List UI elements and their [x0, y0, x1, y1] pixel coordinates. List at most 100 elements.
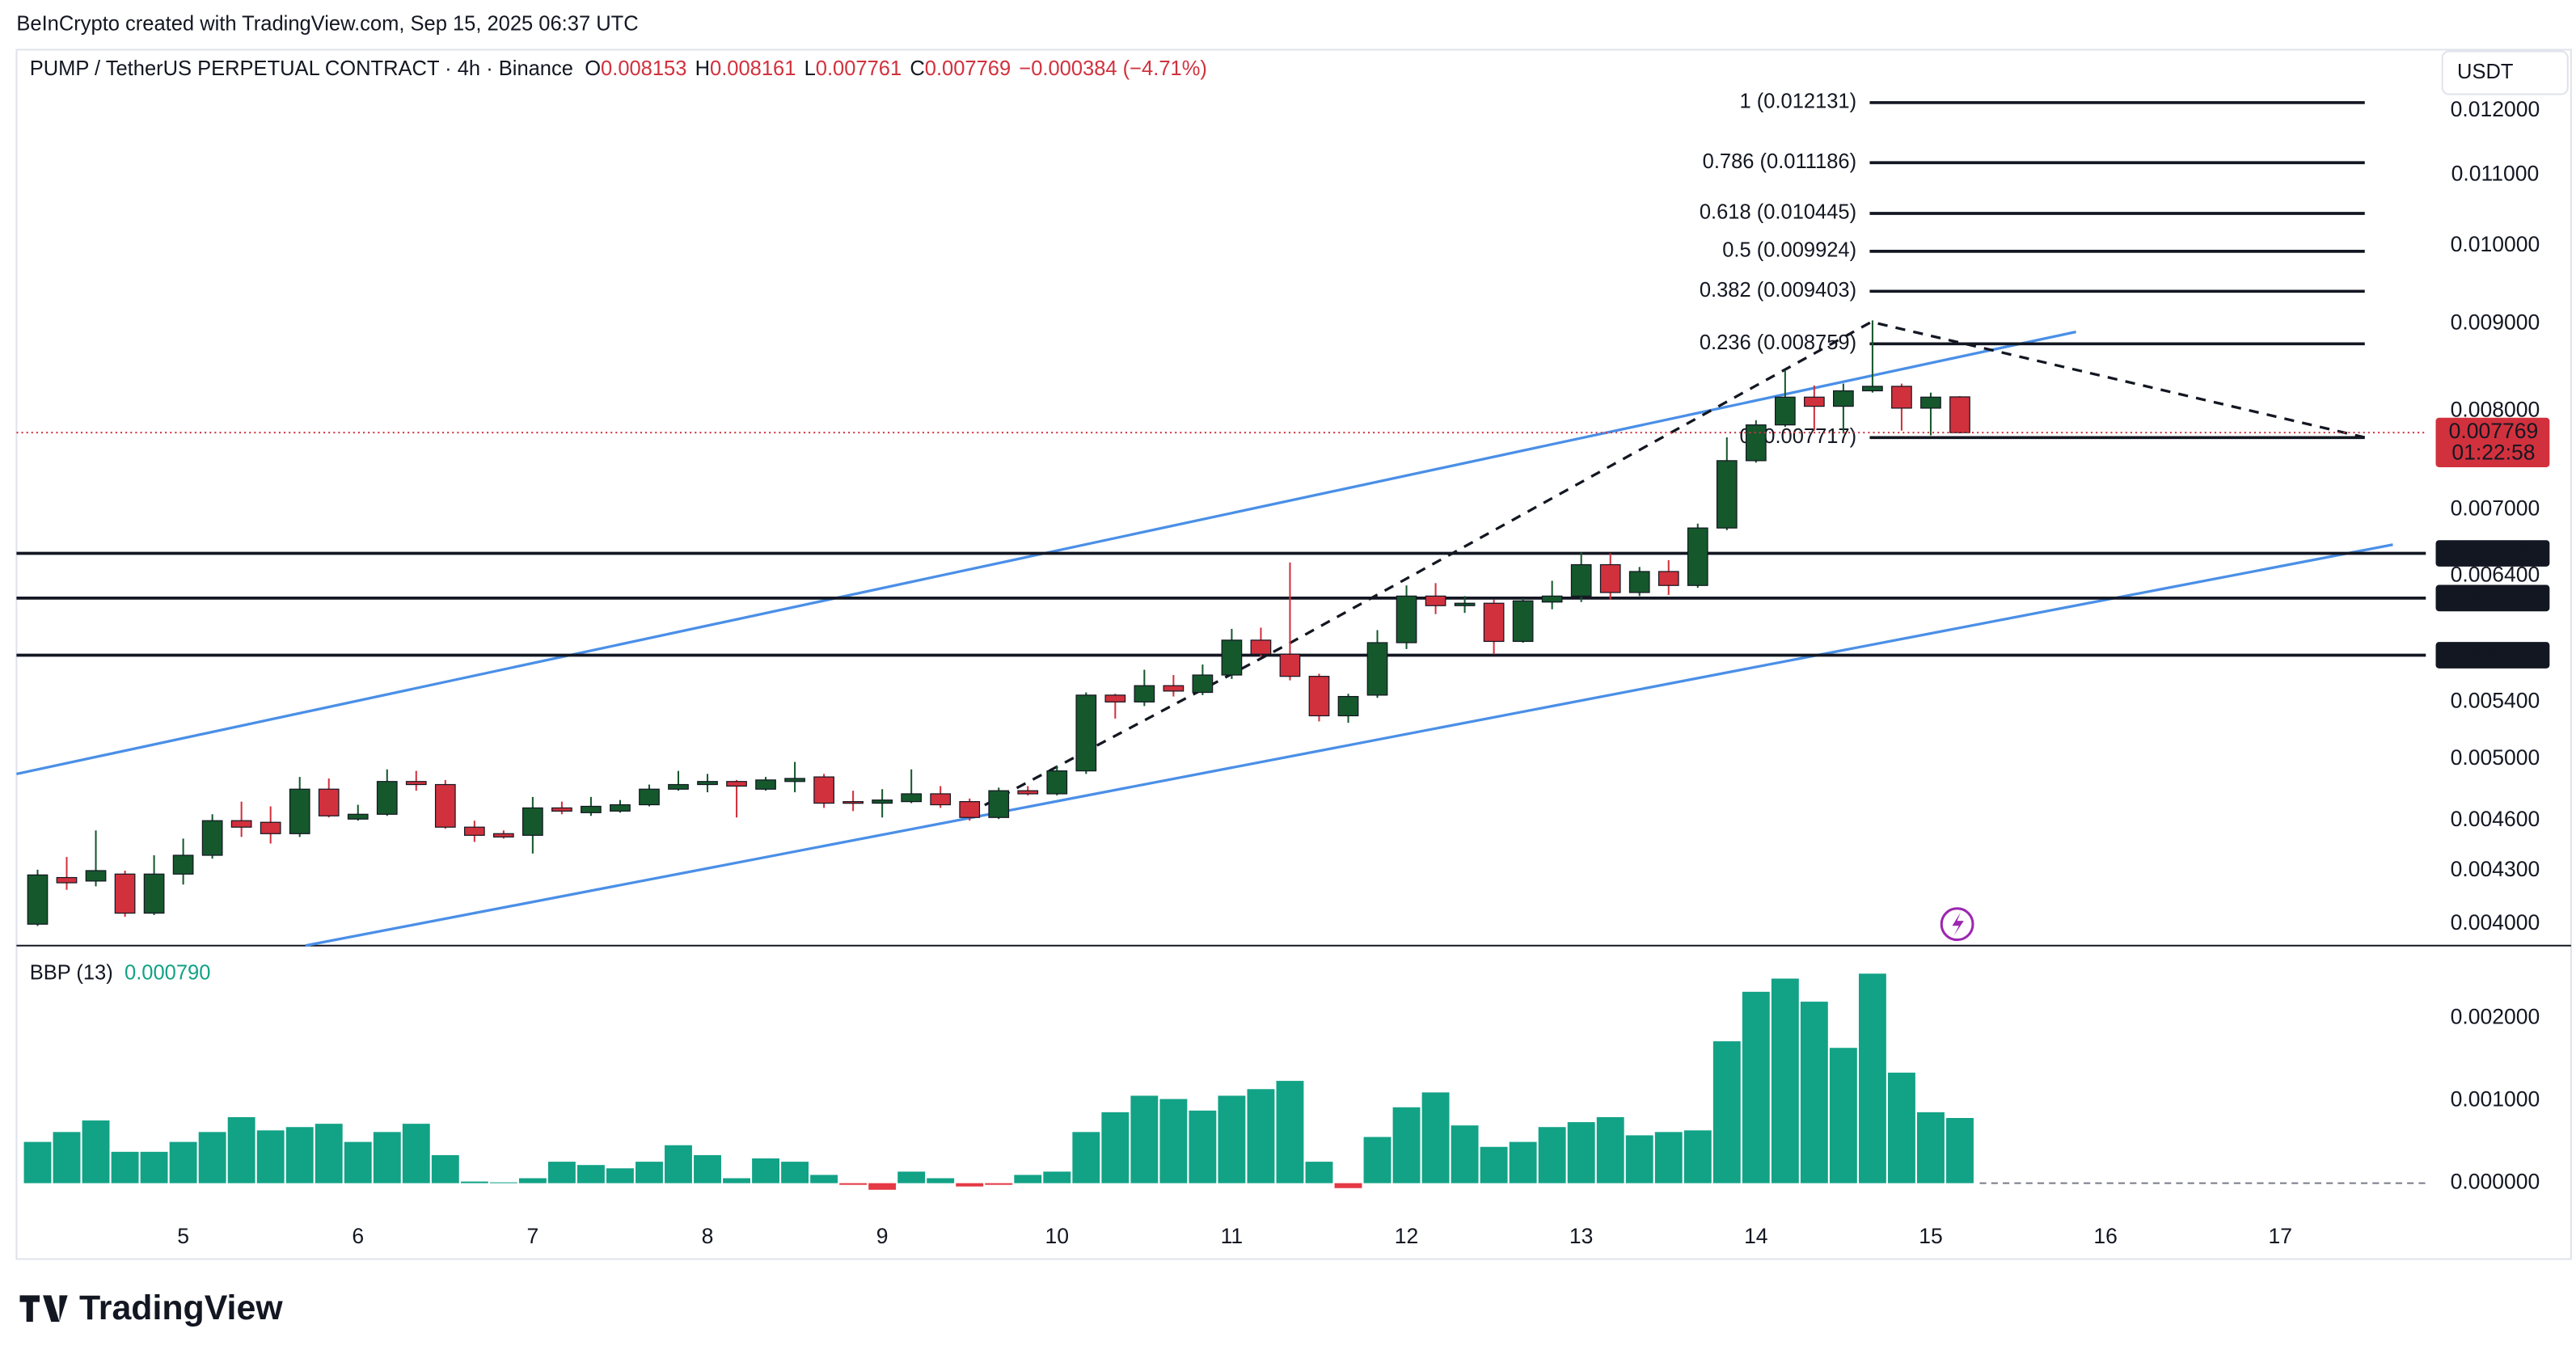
- candle-body: [1483, 602, 1505, 643]
- candle-body: [1891, 386, 1912, 409]
- candle-body: [230, 820, 252, 828]
- candle-body: [813, 776, 834, 804]
- indicator-bar: [576, 1165, 605, 1183]
- candle-body: [85, 870, 107, 882]
- indicator-bar: [927, 1178, 955, 1183]
- candle-body: [755, 779, 776, 790]
- brand-logo: [19, 1295, 68, 1323]
- indicator-name: BBP (13): [30, 961, 113, 984]
- candle-body: [1104, 694, 1126, 702]
- ohlc-key: L: [804, 57, 816, 80]
- indicator-bar: [1276, 1081, 1304, 1183]
- indicator-bar: [344, 1141, 372, 1183]
- x-tick-label: 9: [876, 1224, 889, 1248]
- y-tick-label: 0.012000: [2451, 97, 2540, 121]
- candle-body: [901, 793, 923, 803]
- x-tick-label: 16: [2093, 1224, 2118, 1248]
- indicator-bar: [810, 1175, 838, 1183]
- candle-body: [988, 790, 1010, 818]
- candle-body: [114, 873, 136, 914]
- candle-body: [492, 833, 514, 837]
- indicator-bar: [82, 1120, 110, 1183]
- candle-body: [260, 821, 281, 834]
- indicator-bar: [985, 1183, 1013, 1185]
- indicator-tick-label: 0.001000: [2451, 1087, 2540, 1112]
- indicator-bar: [1480, 1146, 1508, 1183]
- x-tick-label: 10: [1045, 1224, 1069, 1248]
- indicator-bar: [460, 1181, 488, 1183]
- indicator-bar: [518, 1178, 547, 1183]
- indicator-bar: [1043, 1171, 1071, 1183]
- fib-label: 0.786 (0.011186): [1703, 150, 1856, 173]
- indicator-header: BBP (13) 0.000790: [30, 961, 211, 984]
- y-tick-label: 0.005000: [2451, 745, 2540, 770]
- indicator-bar: [723, 1178, 750, 1183]
- indicator-bar: [315, 1124, 343, 1183]
- indicator-bar: [547, 1162, 576, 1183]
- x-tick-label: 17: [2268, 1224, 2292, 1248]
- candle-body: [347, 813, 369, 820]
- candle-body: [610, 804, 631, 812]
- indicator-bar: [23, 1141, 52, 1183]
- indicator-bar: [636, 1162, 663, 1183]
- y-tick-label: 0.008000: [2451, 397, 2540, 421]
- candle-body: [1716, 460, 1738, 529]
- ohlc-value: 0.007769: [925, 57, 1011, 80]
- candle-body: [1192, 674, 1214, 694]
- candle-body: [56, 876, 78, 884]
- ohlc-value: 0.008153: [601, 57, 686, 80]
- candle-body: [289, 788, 310, 834]
- indicator-bar: [1887, 1072, 1915, 1183]
- indicator-bar: [1800, 1002, 1828, 1183]
- indicator-bar: [1858, 973, 1886, 1183]
- indicator-value: 0.000790: [125, 961, 210, 984]
- candle-body: [1221, 639, 1243, 676]
- indicator-bar: [1189, 1110, 1217, 1183]
- x-tick-label: 7: [526, 1224, 538, 1248]
- last-price-label: 0.007769: [2449, 419, 2539, 443]
- candle-body: [27, 874, 49, 925]
- candle-body: [1163, 685, 1185, 692]
- indicator-bar: [1712, 1041, 1741, 1183]
- fib-label: 0.382 (0.009403): [1700, 279, 1856, 302]
- y-tick-label: 0.011000: [2451, 162, 2540, 186]
- candle-body: [1687, 527, 1708, 586]
- header-line: PUMP / TetherUS PERPETUAL CONTRACT · 4h …: [30, 57, 1207, 80]
- candle-body: [522, 807, 543, 836]
- candle-body: [1366, 642, 1388, 696]
- x-tick-label: 15: [1919, 1224, 1943, 1248]
- candle-body: [201, 820, 223, 856]
- candle-body: [1570, 563, 1592, 597]
- indicator-bar: [1771, 978, 1799, 1183]
- indicator-bar: [897, 1171, 926, 1183]
- candle-body: [172, 854, 194, 875]
- indicator-bar: [1101, 1112, 1130, 1183]
- indicator-bar: [431, 1154, 459, 1183]
- candle-body: [842, 801, 864, 804]
- indicator-bar: [169, 1141, 197, 1183]
- indicator-bar: [1946, 1118, 1974, 1183]
- indicator-bar: [198, 1132, 226, 1183]
- candle-body: [1134, 685, 1155, 702]
- indicator-bar: [1596, 1116, 1624, 1183]
- indicator-bar: [1451, 1125, 1479, 1183]
- indicator-bar: [1014, 1175, 1042, 1183]
- price-label-box: [2435, 584, 2550, 612]
- indicator-bar: [1363, 1137, 1391, 1183]
- price-label: 0.006600: [2447, 540, 2537, 564]
- candle-body: [697, 781, 718, 786]
- candle-body: [551, 807, 572, 812]
- candle-body: [1774, 396, 1796, 426]
- indicator-bar: [694, 1154, 721, 1183]
- credit: BeInCrypto created with TradingView.com,…: [16, 13, 638, 36]
- candle-body: [1541, 595, 1563, 603]
- y-tick-label: 0.009000: [2451, 310, 2540, 334]
- candle-body: [1337, 695, 1359, 717]
- candle-body: [463, 826, 485, 836]
- candle-body: [1308, 676, 1330, 717]
- price-label: 0.005752: [2447, 642, 2537, 666]
- change: −0.000384 (−4.71%): [1019, 57, 1207, 80]
- candle-body: [1250, 639, 1272, 655]
- price-label-box: [2435, 642, 2550, 669]
